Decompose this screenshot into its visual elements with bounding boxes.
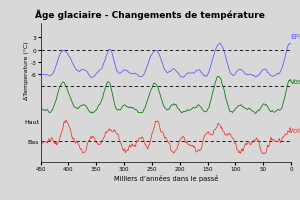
Text: Âge glaciaire - Changements de température: Âge glaciaire - Changements de températu… [35, 9, 265, 19]
X-axis label: Milliers d’années dans le passé: Milliers d’années dans le passé [114, 174, 218, 181]
Text: Volume glaciaire: Volume glaciaire [289, 127, 300, 133]
Text: Vostok: Vostok [290, 79, 300, 85]
Y-axis label: ΔTemperature (°C): ΔTemperature (°C) [24, 42, 29, 100]
Text: EPICA: EPICA [290, 33, 300, 39]
